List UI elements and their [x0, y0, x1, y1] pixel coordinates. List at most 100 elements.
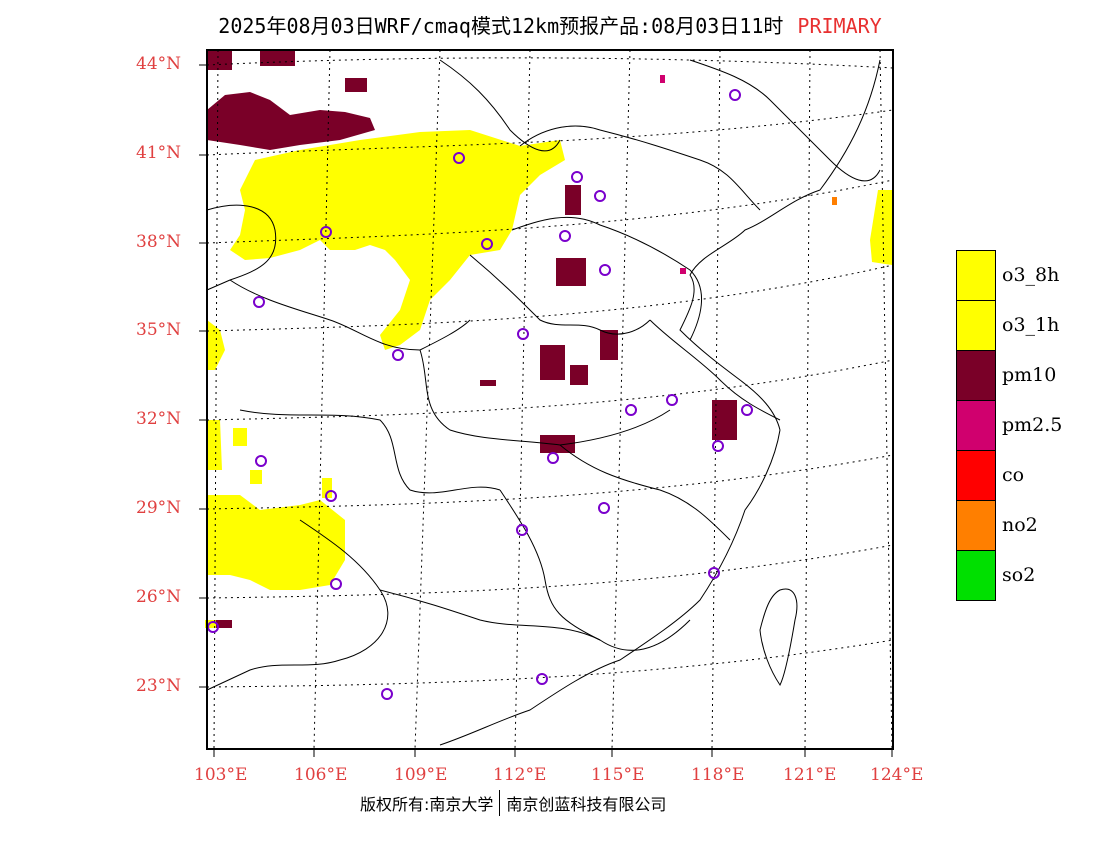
axis-ticks [199, 64, 893, 757]
legend-swatch [956, 450, 996, 501]
legend-item-pm25: pm2.5 [956, 400, 1096, 451]
border-path-11 [519, 125, 761, 211]
station-marker [741, 404, 753, 416]
pm10-patch-5 [565, 185, 581, 215]
lat-label-44: 44°N [136, 54, 182, 74]
pm10-patch-12 [216, 620, 232, 628]
lon-label-106: 106°E [294, 765, 348, 785]
lat-line-26 [206, 544, 894, 599]
ozone-region-southwest [207, 495, 345, 590]
pm10-patch-2 [260, 50, 295, 66]
station-marker [625, 404, 637, 416]
coast-south [439, 429, 781, 746]
pm10-patch-7 [600, 330, 618, 360]
legend-swatch [956, 550, 996, 601]
legend-swatch [956, 500, 996, 551]
station-marker [666, 394, 678, 406]
lat-label-41: 41°N [136, 143, 182, 163]
station-marker [517, 328, 529, 340]
copyright-footer: 版权所有:南京大学 南京创蓝科技有限公司 [360, 790, 666, 816]
map-frame [206, 49, 894, 750]
lon-label-109: 109°E [394, 765, 448, 785]
station-marker [712, 440, 724, 452]
legend-swatch [956, 400, 996, 451]
title-tag: PRIMARY [797, 14, 882, 38]
station-marker [571, 171, 583, 183]
legend-label: co [1002, 464, 1025, 486]
lon-line-106 [313, 49, 331, 750]
lat-line-41 [206, 109, 894, 156]
border-path-3 [419, 349, 671, 446]
legend: o3_8h o3_1h pm10 pm2.5 co no2 so2 [956, 250, 1096, 601]
ozone-regions [205, 130, 892, 628]
station-marker [547, 452, 559, 464]
lat-label-23: 23°N [136, 676, 182, 696]
legend-item-co: co [956, 450, 1096, 501]
station-marker [453, 152, 465, 164]
border-path-4 [239, 409, 501, 494]
legend-item-pm10: pm10 [956, 350, 1096, 401]
legend-label: pm10 [1002, 364, 1057, 386]
footer-divider [499, 790, 501, 816]
lon-line-109 [414, 49, 441, 750]
ozone-patch-2 [250, 470, 262, 484]
border-path-10 [511, 216, 703, 341]
lat-label-38: 38°N [136, 232, 182, 252]
station-marker [598, 502, 610, 514]
coast-north [679, 59, 881, 431]
station-marker [392, 349, 404, 361]
station-marker [516, 524, 528, 536]
no2-dot-1 [832, 197, 837, 205]
ozone-region-west-2 [207, 420, 222, 470]
station-marker [559, 230, 571, 242]
lat-line-44 [206, 57, 894, 69]
border-path-7 [499, 489, 601, 641]
station-marker [729, 89, 741, 101]
station-marker [253, 296, 265, 308]
station-marker [536, 673, 548, 685]
taiwan [759, 588, 798, 686]
lat-line-35 [206, 264, 894, 332]
lon-label-115: 115°E [591, 765, 645, 785]
copyright-left: 版权所有:南京大学 [360, 795, 494, 814]
pm10-patch-10 [570, 365, 588, 385]
lat-line-29 [206, 454, 894, 510]
pm10-patch-8 [540, 435, 575, 453]
legend-swatch [956, 250, 996, 301]
coastline [439, 59, 881, 746]
legend-item-o3-8h: o3_8h [956, 250, 1096, 301]
legend-label: pm2.5 [1002, 414, 1063, 436]
station-marker [320, 226, 332, 238]
pm10-patch-1 [207, 50, 232, 70]
lat-label-35: 35°N [136, 320, 182, 340]
ozone-patch-3 [322, 478, 332, 498]
lon-line-112 [514, 49, 531, 750]
legend-item-o3-1h: o3_1h [956, 300, 1096, 351]
lon-line-121 [804, 49, 811, 750]
legend-swatch [956, 300, 996, 351]
station-markers [207, 89, 753, 700]
lon-label-118: 118°E [691, 765, 745, 785]
pm10-patch-6 [540, 345, 565, 380]
pm10-patch-11 [480, 380, 496, 386]
station-marker [325, 490, 337, 502]
pm10-regions [207, 50, 737, 628]
pm10-patch-4 [556, 258, 586, 286]
lat-label-29: 29°N [136, 498, 182, 518]
lon-line-118 [711, 49, 721, 750]
legend-swatch [956, 350, 996, 401]
legend-label: so2 [1002, 564, 1036, 586]
station-marker [708, 567, 720, 579]
lon-label-121: 121°E [783, 765, 837, 785]
station-marker [381, 688, 393, 700]
border-path-9 [469, 254, 651, 335]
lon-label-112: 112°E [493, 765, 547, 785]
legend-label: o3_8h [1002, 264, 1060, 286]
province-borders [206, 59, 881, 691]
station-marker [599, 264, 611, 276]
lon-label-103: 103°E [194, 765, 248, 785]
title-main: 2025年08月03日WRF/cmaq模式12km预报产品:08月03日11时 [218, 14, 784, 38]
copyright-right: 南京创蓝科技有限公司 [506, 795, 667, 814]
legend-item-so2: so2 [956, 550, 1096, 601]
